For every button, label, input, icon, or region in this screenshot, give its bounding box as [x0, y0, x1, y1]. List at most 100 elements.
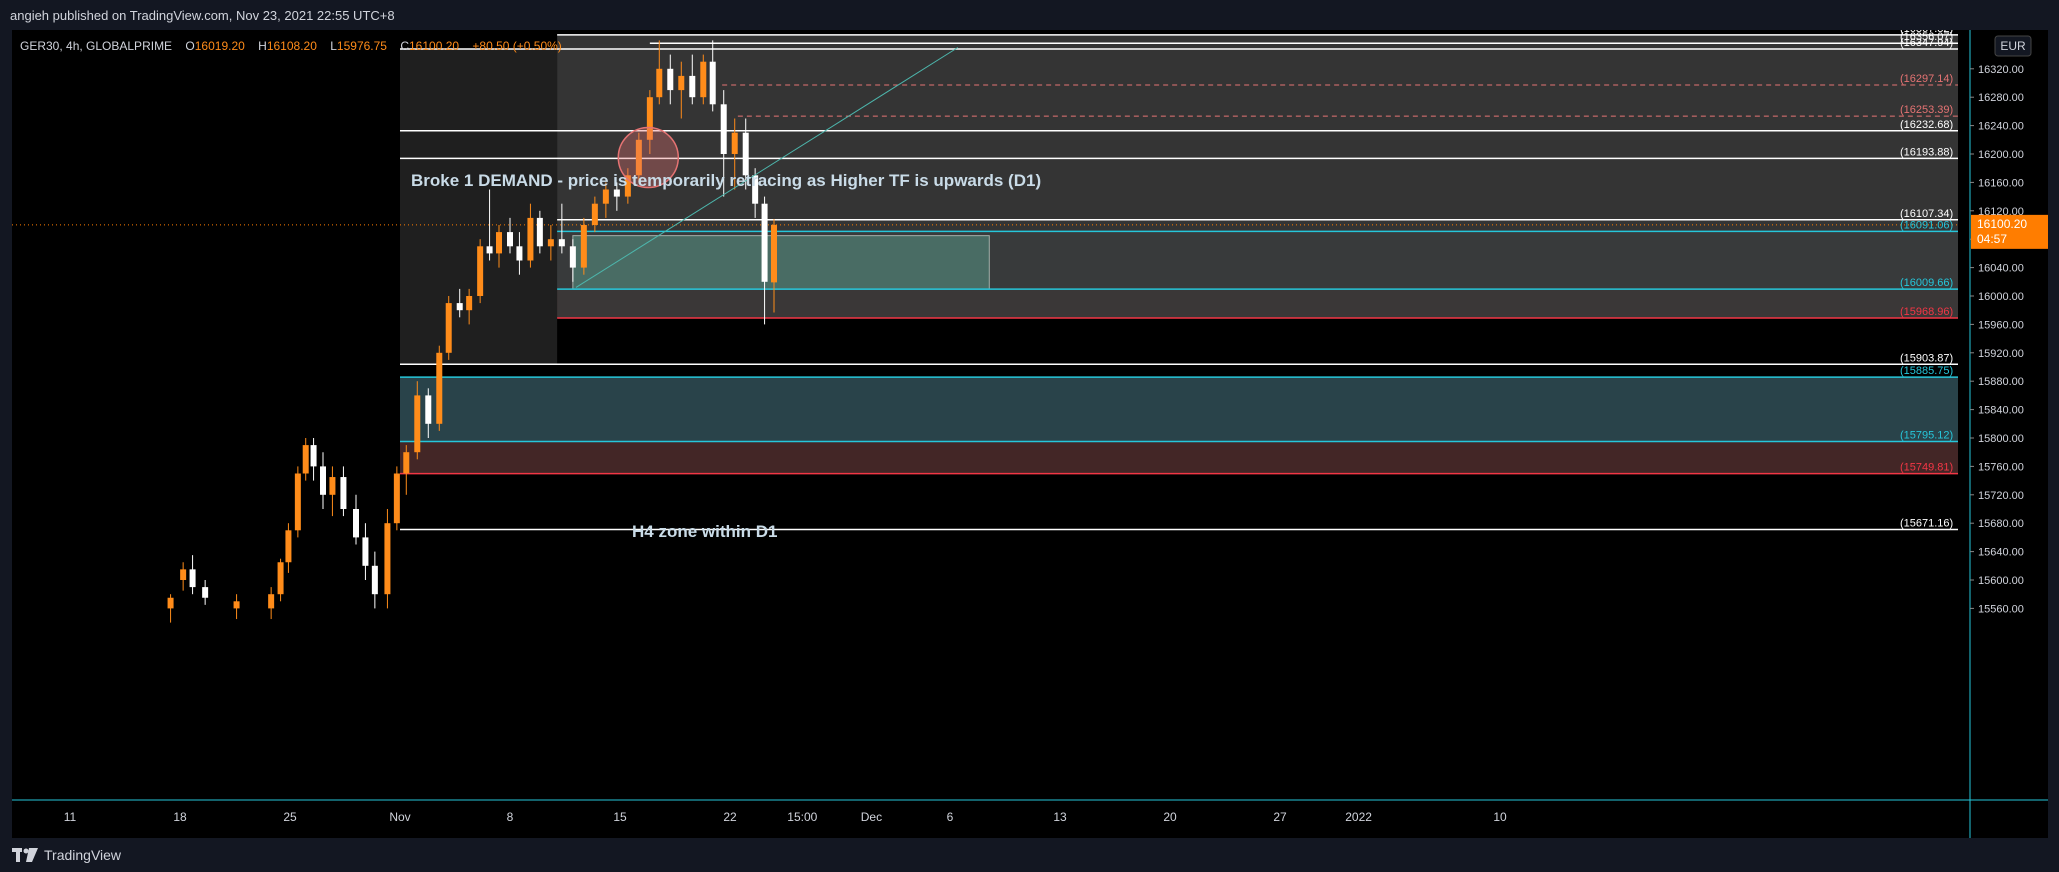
price-tick-label: 16040.00	[1978, 263, 2024, 275]
candle-body	[445, 303, 452, 353]
candles-layer	[167, 40, 777, 623]
price-tick-label: 15680.00	[1978, 518, 2024, 530]
time-tick-label: 6	[947, 810, 954, 824]
price-tick-label: 16200.00	[1978, 149, 2024, 161]
last-price-tag: 16100.20 04:57	[1971, 214, 2048, 249]
candle-body	[742, 132, 749, 176]
price-level-label: (16091.06)	[1900, 219, 1953, 231]
candle-body	[689, 75, 696, 98]
candle-body	[635, 139, 642, 176]
candle-body	[527, 217, 534, 261]
candle-body	[202, 587, 209, 598]
legend: GER30, 4h, GLOBALPRIME O16019.20 H16108.…	[20, 39, 562, 53]
price-level-label: (15885.75)	[1900, 365, 1953, 377]
legend-symbol: GER30, 4h, GLOBALPRIME	[20, 39, 172, 53]
candle-body	[268, 594, 275, 609]
bottom-bar: TradingView	[0, 838, 2059, 872]
legend-open: 16019.20	[195, 39, 245, 53]
price-tick-label: 15920.00	[1978, 348, 2024, 360]
candle-body	[547, 239, 554, 247]
candle-body	[496, 232, 502, 254]
candle-body	[180, 569, 187, 580]
candle-body	[752, 175, 759, 204]
price-tick-label: 15560.00	[1978, 603, 2024, 615]
time-tick-label: 15	[613, 810, 627, 824]
price-level-label: (15749.81)	[1900, 462, 1953, 474]
time-tick-label: 10	[1493, 810, 1507, 824]
price-tick-label: 16280.00	[1978, 92, 2024, 104]
price-tick-label: 16000.00	[1978, 291, 2024, 303]
candle-body	[294, 473, 301, 531]
currency-label: EUR	[2000, 39, 2026, 53]
candle-body	[233, 601, 240, 609]
candle-body	[700, 61, 707, 98]
currency-badge[interactable]	[1994, 35, 2032, 57]
price-tick-label: 15880.00	[1978, 376, 2024, 388]
last-price-countdown: 04:57	[1977, 232, 2007, 246]
candle-body	[507, 232, 513, 247]
price-tick-label: 15800.00	[1978, 433, 2024, 445]
price-tick-label: 16320.00	[1978, 64, 2024, 76]
candle-body	[678, 75, 685, 91]
time-tick-label: 27	[1273, 810, 1287, 824]
time-tick-label: 18	[173, 810, 187, 824]
time-tick-label: 25	[283, 810, 297, 824]
tradingview-brand: TradingView	[44, 847, 122, 863]
price-level-label: (15795.12)	[1900, 429, 1953, 441]
candle-body	[362, 537, 369, 566]
candle-body	[189, 569, 196, 588]
candle-body	[425, 395, 432, 424]
price-tick-label: 15720.00	[1978, 490, 2024, 502]
tradingview-logo-icon	[12, 848, 38, 862]
price-tick-label: 16240.00	[1978, 121, 2024, 133]
drawings-layer	[575, 47, 959, 288]
candle-body	[371, 565, 378, 595]
candle-body	[384, 523, 391, 595]
top-bar: angieh published on TradingView.com, Nov…	[0, 0, 2059, 30]
candle-body	[477, 246, 484, 296]
candle-body	[591, 203, 598, 225]
candle-body	[353, 509, 359, 538]
zone-shade	[400, 48, 558, 365]
candle-body	[310, 445, 317, 467]
candle-body	[569, 246, 576, 268]
price-level-label: (16297.14)	[1900, 73, 1953, 85]
candle-body	[646, 97, 653, 140]
candle-body	[761, 203, 768, 282]
price-level-label: (15968.96)	[1900, 306, 1953, 318]
time-tick-label: 15:00	[787, 810, 817, 824]
price-tick-label: 16160.00	[1978, 177, 2024, 189]
candle-body	[486, 246, 493, 254]
time-tick-label: 13	[1053, 810, 1067, 824]
price-level-label: (16253.39)	[1900, 104, 1953, 116]
candle-body	[536, 217, 543, 247]
candle-body	[624, 175, 631, 197]
candle-body	[340, 477, 347, 509]
levels-layer	[12, 34, 1958, 531]
annotation-h4-zone: H4 zone within D1	[632, 522, 777, 541]
zones-layer	[400, 34, 1959, 474]
time-tick-label: 11	[64, 810, 77, 824]
time-tick-label: 8	[507, 810, 514, 824]
candle-body	[602, 189, 609, 204]
zone-inner-box	[572, 235, 990, 290]
chart-frame[interactable]: 15560.00 15600.00 15640.00 15680.00 15720.00…	[12, 23, 2048, 838]
candle-body	[580, 225, 587, 268]
price-tick-label: 15960.00	[1978, 319, 2024, 331]
candle-body	[320, 466, 326, 495]
legend-low: 15976.75	[337, 39, 387, 53]
price-level-label: (16347.94)	[1900, 37, 1953, 49]
zone-demand	[400, 377, 1958, 442]
publish-info: angieh published on TradingView.com, Nov…	[10, 8, 395, 23]
tradingview-logo[interactable]: TradingView	[12, 847, 121, 863]
candle-body	[456, 303, 463, 311]
candle-body	[277, 562, 284, 595]
candle-body	[720, 104, 727, 154]
price-level-label: (15671.16)	[1900, 517, 1953, 529]
candle-body	[731, 132, 738, 154]
candle-body	[167, 597, 174, 609]
price-level-label: (16107.34)	[1900, 208, 1953, 220]
candle-body	[558, 239, 565, 247]
price-chart[interactable]: 15560.00 15600.00 15640.00 15680.00 15720.00…	[12, 23, 2048, 838]
price-tick-label: 15840.00	[1978, 405, 2024, 417]
